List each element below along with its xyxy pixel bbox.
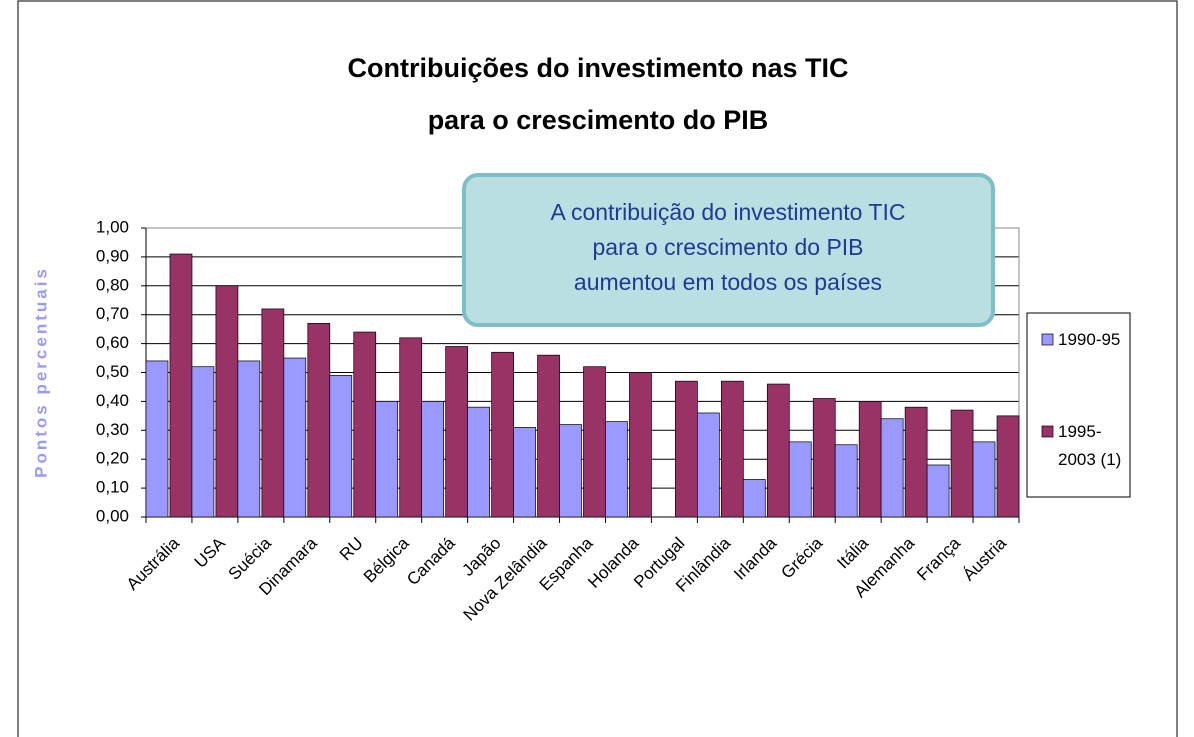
chart-title: para o crescimento do PIB [428,105,769,135]
bar [261,308,285,518]
chart-title: Contribuições do investimento nas TIC [347,53,848,83]
y-tick-label: 0,40 [96,391,129,410]
x-tick-label: USA [191,533,230,572]
x-tick-label: Áustria [959,533,1010,584]
x-tick-label: Canadá [403,533,459,589]
bar [720,380,744,518]
y-tick-label: 0,30 [96,420,129,439]
bar [145,360,169,518]
callout-text: A contribuição do investimento TIC [551,199,906,225]
callout-text: aumentou em todos os países [574,269,882,295]
chart-frame [17,0,1178,737]
y-tick-label: 0,60 [96,333,129,352]
bar [583,366,606,518]
bar [169,253,193,518]
bar [191,366,215,518]
bar [467,406,490,518]
x-tick-label: Itália [833,533,872,572]
bar [329,375,353,518]
y-tick-label: 0,10 [96,478,129,497]
x-tick-label: Austrália [123,533,184,594]
bar [972,441,996,518]
bar [834,444,858,518]
bar [629,372,652,518]
bar [215,285,239,518]
bar [283,357,307,518]
y-tick-label: 0,70 [96,304,129,323]
bar [307,323,331,518]
legend-label: 1995-2003 (1) [1058,422,1122,469]
bar [996,415,1020,518]
bar [605,421,628,518]
bar [742,479,766,518]
bar [513,427,536,518]
bar [445,346,469,518]
bar [766,383,790,518]
bar [904,406,928,518]
y-tick-label: 0,90 [96,246,129,265]
bar [696,412,720,518]
x-tick-label: Grécia [777,533,826,582]
x-tick-label: Irlanda [730,533,781,584]
y-axis-label: Pontos percentuais [31,266,50,478]
bar [353,331,377,518]
callout [462,173,995,327]
bar [880,418,904,518]
bar [399,337,423,518]
bar [858,401,882,518]
bar [375,401,399,518]
legend-label: 1990-95 [1058,330,1121,349]
bar [537,354,560,518]
bar [421,401,445,518]
x-tick-label: França [913,533,964,584]
bar [237,360,261,518]
bar [926,464,950,518]
legend-swatch [1041,333,1054,346]
y-tick-label: 0,20 [96,449,129,468]
y-tick-label: 0,00 [96,506,129,525]
bar [812,398,836,518]
legend-swatch [1041,425,1054,438]
y-tick-label: 0,50 [96,362,129,381]
bar [559,424,582,518]
bar [788,441,812,518]
callout-text: para o crescimento do PIB [592,234,863,260]
x-tick-label: RU [336,534,367,565]
y-tick-label: 1,00 [96,217,129,236]
y-tick-label: 0,80 [96,275,129,294]
bar [675,380,698,518]
bar [950,409,974,518]
bar [491,351,514,518]
